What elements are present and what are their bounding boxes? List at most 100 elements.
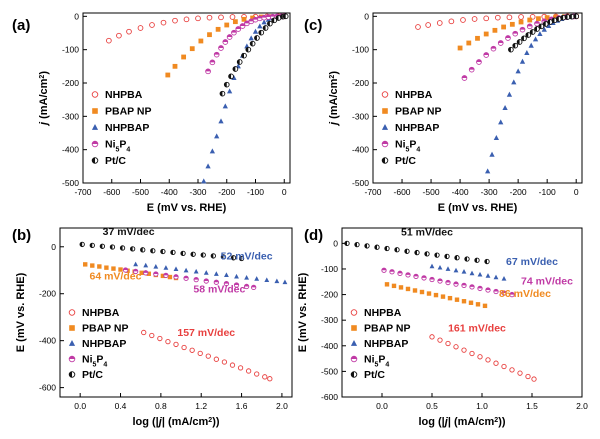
data-point (573, 13, 580, 20)
data-point (153, 263, 159, 269)
data-point (141, 329, 147, 336)
data-point (99, 243, 106, 249)
data-point (515, 68, 521, 74)
panel-b: (b) 0.0 0.4 0.8 1.2 1.6 2.0 0 -200 -400 -600 log (|… (12, 226, 293, 428)
data-point (173, 274, 179, 280)
data-point (381, 267, 387, 273)
data-point (173, 266, 179, 271)
y-tick-label: -400 (39, 336, 56, 346)
data-point (445, 266, 451, 271)
data-point (433, 292, 439, 298)
data-point (440, 294, 446, 299)
data-point (516, 39, 523, 45)
data-point (506, 14, 513, 21)
data-point (218, 118, 224, 124)
data-point (551, 17, 558, 24)
y-tick-label: -100 (352, 45, 369, 55)
data-point (493, 135, 500, 141)
legend-label: Pt/C (395, 155, 416, 167)
data-point (149, 332, 155, 339)
data-point (207, 32, 212, 38)
legend-label: NHPBAP (82, 338, 126, 350)
data-point (519, 26, 526, 33)
data-point (106, 37, 112, 44)
x-tick-label: -700 (364, 187, 381, 197)
legend-label: Ni5P4 (364, 354, 389, 369)
y-tick-label: -500 (62, 178, 79, 188)
data-point (262, 374, 268, 380)
data-point (229, 362, 236, 368)
data-point (83, 262, 88, 267)
data-point (116, 32, 122, 39)
data-point (180, 250, 186, 257)
data-point (412, 288, 418, 293)
data-point (544, 15, 550, 21)
data-point (529, 29, 536, 35)
data-point (90, 263, 95, 268)
series-nhpbap (201, 13, 287, 184)
data-point (230, 255, 237, 261)
data-point (521, 35, 527, 42)
data-point (384, 282, 390, 287)
x-axis-label: E (mV vs. RHE) (147, 202, 227, 214)
series-pt-c (79, 241, 245, 262)
data-point (374, 244, 380, 250)
y-tick-label: -500 (321, 366, 338, 376)
x-tick-label: -300 (481, 187, 498, 197)
data-point (489, 151, 495, 157)
data-point (509, 291, 515, 298)
y-tick-label: -400 (321, 341, 338, 351)
panel-d: (d) 0.0 0.5 1.0 1.5 2.0 0 -100 -200 -300 -400 -500 -… (297, 227, 588, 428)
y-tick-label: -100 (321, 264, 338, 274)
data-point (468, 66, 475, 73)
x-tick-label: 1.0 (476, 401, 488, 411)
y-tick-label: -500 (352, 178, 369, 188)
data-point (104, 265, 109, 270)
data-point (160, 19, 167, 26)
data-point (219, 90, 226, 97)
data-point (163, 265, 169, 270)
data-point (252, 28, 259, 34)
data-point (163, 272, 169, 279)
data-point (461, 299, 467, 304)
x-tick-label: -600 (103, 187, 120, 197)
data-point (251, 284, 257, 291)
legend-label: NHPBAP (105, 122, 149, 134)
data-point (482, 303, 488, 309)
x-tick-label: -600 (394, 187, 411, 197)
data-point (469, 284, 475, 290)
data-point (483, 15, 490, 22)
data-point (213, 279, 219, 285)
data-point (492, 27, 498, 33)
data-point (200, 252, 206, 258)
y-axis-label: E (mV vs. RHE) (15, 272, 27, 352)
data-point (483, 52, 490, 58)
data-point (447, 295, 453, 301)
data-point (444, 253, 450, 260)
data-point (249, 40, 256, 47)
data-point (512, 30, 519, 37)
data-point (421, 275, 427, 281)
x-tick-label: -200 (218, 187, 235, 197)
data-point (405, 272, 411, 278)
data-point (233, 282, 240, 288)
data-point (149, 22, 155, 28)
x-tick-label: 1.5 (526, 401, 538, 411)
data-point (464, 256, 470, 262)
slope-annotation: 67 mV/dec (506, 256, 558, 268)
data-point (282, 279, 288, 285)
data-point (391, 283, 397, 289)
data-point (453, 344, 459, 350)
data-point (172, 63, 178, 69)
data-point (534, 20, 540, 27)
data-point (468, 300, 474, 305)
data-point (469, 270, 475, 276)
y-tick-label: -300 (321, 315, 338, 325)
data-point (222, 39, 229, 45)
data-point (205, 68, 211, 75)
slope-annotation: 52 mV/dec (221, 251, 273, 263)
data-point (165, 72, 171, 78)
data-point (181, 344, 187, 351)
